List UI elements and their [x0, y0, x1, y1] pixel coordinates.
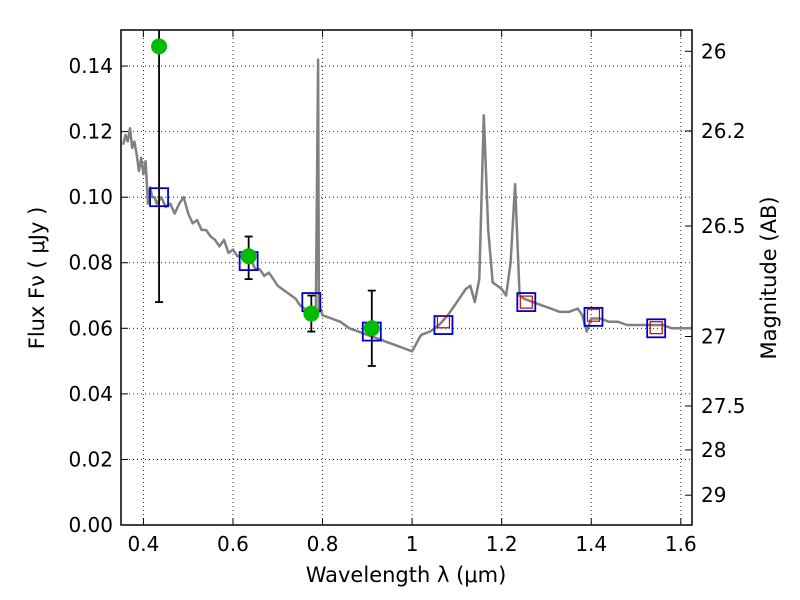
model-photometry-ir-point [586, 308, 601, 322]
model-photometry-ir-point [649, 321, 663, 335]
y2-tick-label: 28 [701, 438, 726, 462]
model-photometry-ir-point [436, 315, 451, 329]
model-photometry-ir-point [519, 295, 533, 309]
x-axis-label: Wavelength λ (μm) [306, 563, 507, 587]
model-photometry-point [516, 292, 537, 312]
y-tick-label: 0.00 [68, 513, 113, 537]
errorbar-layer [155, 30, 376, 367]
model-photometry-point [149, 187, 169, 208]
y-axis-label: Flux Fν ( μJy ) [25, 207, 49, 350]
y2-axis-label: Magnitude (AB) [757, 196, 781, 359]
y-tick-label: 0.04 [68, 382, 113, 406]
x-tick-label: 1.2 [486, 532, 518, 556]
y2-tick-label: 27.5 [701, 394, 746, 418]
x-tick-label: 0.4 [127, 532, 159, 556]
x-tick-label: 1.4 [575, 532, 607, 556]
plot-frame [120, 29, 693, 526]
y-tick-label: 0.12 [68, 120, 113, 144]
observed-point [240, 248, 257, 265]
y2-tick-label: 29 [701, 483, 726, 507]
y-tick-label: 0.08 [68, 251, 113, 275]
model-photometry-point [583, 306, 604, 327]
y-tick-label: 0.02 [68, 447, 113, 471]
observed-point [303, 305, 320, 322]
x-tick-label: 1 [406, 532, 419, 556]
grid [121, 30, 692, 526]
marker-layer [149, 38, 667, 342]
y2-tick-label: 26 [701, 39, 726, 63]
x-tick-label: 1.6 [665, 532, 697, 556]
observed-point [363, 320, 380, 337]
y2-tick-label: 26.5 [701, 214, 746, 238]
y-tick-label: 0.06 [68, 316, 113, 340]
y-tick-label: 0.14 [68, 54, 113, 78]
x-tick-label: 0.8 [307, 532, 339, 556]
y2-tick-label: 26.2 [701, 119, 746, 143]
model-photometry-point [646, 318, 667, 339]
x-tick-label: 0.6 [217, 532, 249, 556]
y-tick-label: 0.10 [68, 185, 113, 209]
y2-tick-label: 27 [701, 325, 726, 349]
observed-point [151, 38, 168, 55]
tick-layer: 0.4 0.6 0.8 1 1.2 1.4 1.6 0.00 0.02 0.04 0.06 0.08 0… [68, 30, 746, 556]
